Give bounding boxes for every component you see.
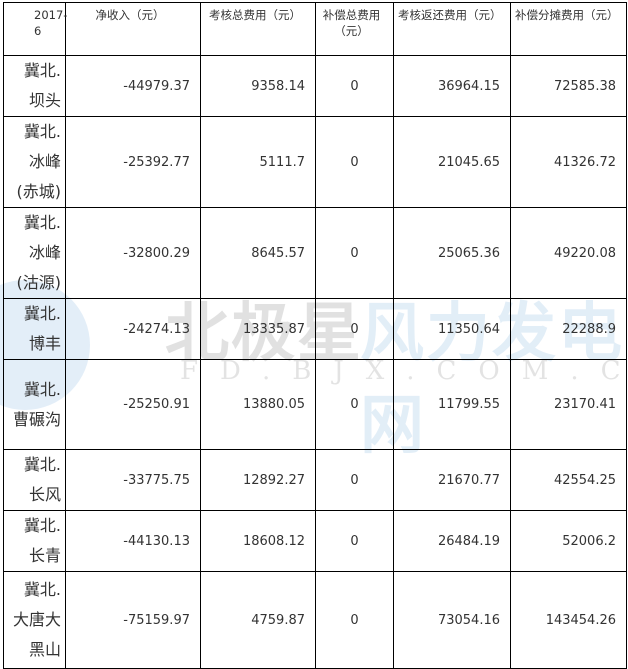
- table-cell: 11350.64: [393, 298, 511, 360]
- station-name: 冀北.长风: [3, 449, 66, 511]
- table-cell: 26484.19: [393, 510, 511, 572]
- table-row: 冀北.大唐大黑山 -75159.97 4759.87 0 73054.16 143454.…: [3, 571, 627, 669]
- station-name: 冀北.大唐大黑山: [3, 571, 66, 669]
- table-row: 冀北.长青 -44130.13 18608.12 0 26484.19 52006.2: [3, 510, 627, 572]
- column-header: 补偿分摊费用（元）: [510, 2, 627, 56]
- table-cell: 8645.57: [200, 207, 316, 299]
- table-cell: 0: [315, 510, 394, 572]
- table-cell: 9358.14: [200, 55, 316, 117]
- table-cell: 21670.77: [393, 449, 511, 511]
- table-cell: 73054.16: [393, 571, 511, 669]
- table-cell: -24274.13: [65, 298, 201, 360]
- table-row: 冀北.长风 -33775.75 12892.27 0 21670.77 42554.25: [3, 449, 627, 511]
- table-cell: 0: [315, 298, 394, 360]
- table-cell: 13880.05: [200, 359, 316, 450]
- table-row: 冀北.冰峰(沽源) -32800.29 8645.57 0 25065.36 49220.…: [3, 207, 627, 299]
- table-cell: -25250.91: [65, 359, 201, 450]
- table-cell: 23170.41: [510, 359, 627, 450]
- table-cell: 4759.87: [200, 571, 316, 669]
- table-cell: 21045.65: [393, 116, 511, 208]
- table-cell: 18608.12: [200, 510, 316, 572]
- column-header: 净收入（元）: [65, 2, 201, 56]
- table-cell: 0: [315, 207, 394, 299]
- station-name: 冀北.冰峰(赤城): [3, 116, 66, 208]
- table-cell: -32800.29: [65, 207, 201, 299]
- table-cell: -44979.37: [65, 55, 201, 117]
- station-name: 冀北.曹碾沟: [3, 359, 66, 450]
- column-header: 考核返还费用（元）: [393, 2, 511, 56]
- table-cell: 49220.08: [510, 207, 627, 299]
- table-cell: 36964.15: [393, 55, 511, 117]
- table-row: 冀北.曹碾沟 -25250.91 13880.05 0 11799.55 23170.41: [3, 359, 627, 450]
- table-cell: -44130.13: [65, 510, 201, 572]
- table-cell: 0: [315, 116, 394, 208]
- station-name: 冀北.坝头: [3, 55, 66, 117]
- table-cell: 0: [315, 359, 394, 450]
- table-cell: -75159.97: [65, 571, 201, 669]
- station-name: 冀北.冰峰(沽源): [3, 207, 66, 299]
- table-cell: 0: [315, 571, 394, 669]
- table-cell: 11799.55: [393, 359, 511, 450]
- station-name: 冀北.博丰: [3, 298, 66, 360]
- table-cell: 52006.2: [510, 510, 627, 572]
- table-cell: -25392.77: [65, 116, 201, 208]
- table-cell: 5111.7: [200, 116, 316, 208]
- table-cell: 25065.36: [393, 207, 511, 299]
- table-row: 冀北.博丰 -24274.13 13335.87 0 11350.64 22288.9: [3, 298, 627, 360]
- settlement-table: 2017-6 净收入（元） 考核总费用（元） 补偿总费用（元） 考核返还费用（元） 补偿分…: [3, 2, 627, 669]
- table-cell: -33775.75: [65, 449, 201, 511]
- table-cell: 41326.72: [510, 116, 627, 208]
- table-cell: 22288.9: [510, 298, 627, 360]
- table-row: 冀北.冰峰(赤城) -25392.77 5111.7 0 21045.65 41326.7…: [3, 116, 627, 208]
- table-cell: 0: [315, 449, 394, 511]
- table-cell: 12892.27: [200, 449, 316, 511]
- station-name: 冀北.长青: [3, 510, 66, 572]
- table-header-row: 2017-6 净收入（元） 考核总费用（元） 补偿总费用（元） 考核返还费用（元） 补偿分…: [3, 2, 627, 56]
- column-header: 考核总费用（元）: [200, 2, 316, 56]
- table-cell: 143454.26: [510, 571, 627, 669]
- column-header: 2017-6: [3, 2, 67, 56]
- table-cell: 13335.87: [200, 298, 316, 360]
- table-cell: 42554.25: [510, 449, 627, 511]
- column-header: 补偿总费用（元）: [315, 2, 394, 56]
- table-row: 冀北.坝头 -44979.37 9358.14 0 36964.15 72585.38: [3, 55, 627, 117]
- table-cell: 72585.38: [510, 55, 627, 117]
- table-cell: 0: [315, 55, 394, 117]
